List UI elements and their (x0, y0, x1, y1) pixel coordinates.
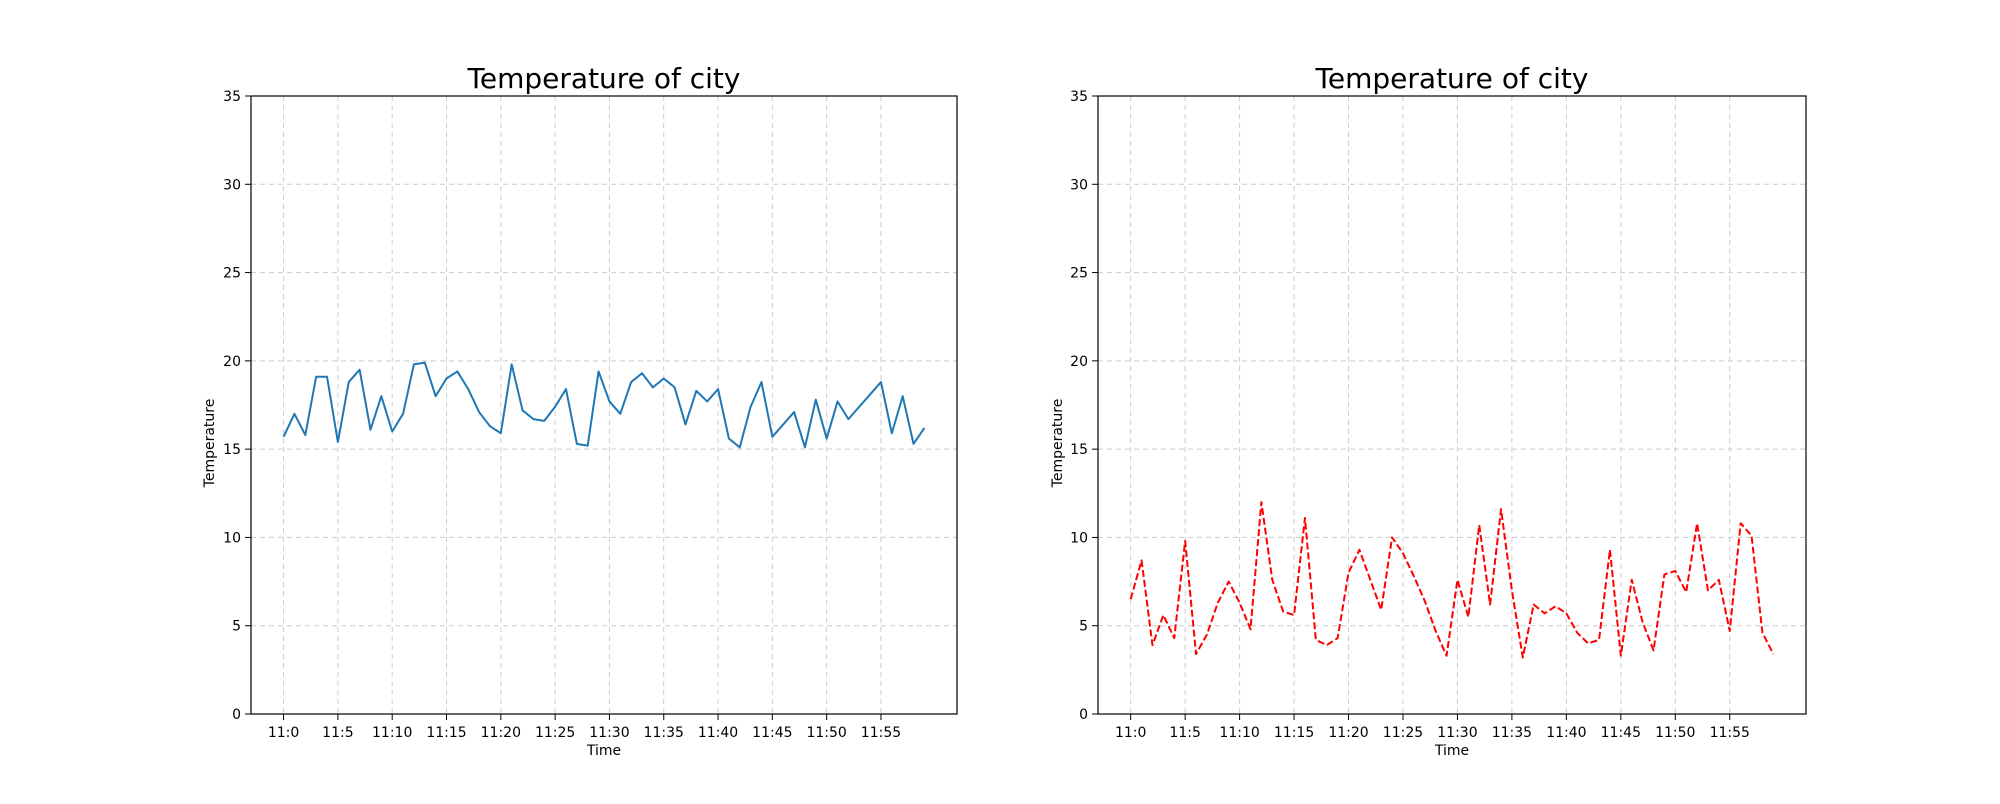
right-chart: Temperature of city Time Temperature 11:… (1050, 62, 1807, 759)
y-tick-label: 10 (223, 530, 241, 546)
x-tick-label: 11:40 (1546, 725, 1586, 741)
x-tick-label: 11:40 (698, 725, 738, 741)
y-tick-label: 15 (1070, 442, 1088, 458)
y-tick-label: 30 (223, 177, 241, 193)
chart-title: Temperature of city (1315, 62, 1589, 95)
y-tick-label: 0 (232, 707, 241, 723)
y-tick-label: 5 (232, 619, 241, 635)
x-tick-label: 11:50 (806, 725, 846, 741)
x-axis-label: Time (1434, 743, 1469, 759)
y-tick-label: 35 (223, 89, 241, 105)
y-tick-label: 5 (1079, 619, 1088, 635)
x-tick-label: 11:10 (1219, 725, 1259, 741)
y-tick-label: 35 (1070, 89, 1088, 105)
x-tick-label: 11:45 (1601, 725, 1641, 741)
x-tick-label: 11:15 (426, 725, 466, 741)
y-tick-label: 25 (223, 266, 241, 282)
x-tick-label: 11:0 (268, 725, 299, 741)
x-tick-label: 11:25 (1383, 725, 1423, 741)
x-tick-label: 11:30 (589, 725, 629, 741)
x-tick-label: 11:45 (752, 725, 792, 741)
x-tick-label: 11:55 (861, 725, 901, 741)
x-tick-label: 11:20 (481, 725, 521, 741)
y-tick-label: 30 (1070, 177, 1088, 193)
y-tick-label: 15 (223, 442, 241, 458)
plot-frame (1097, 95, 1807, 715)
grid (251, 95, 957, 715)
x-tick-label: 11:35 (644, 725, 684, 741)
y-tick-label: 0 (1079, 707, 1088, 723)
y-tick-label: 10 (1070, 530, 1088, 546)
x-tick-label: 11:5 (1169, 725, 1200, 741)
series-line (1129, 501, 1775, 659)
x-tick-label: 11:0 (1115, 725, 1146, 741)
y-tick-label: 25 (1070, 266, 1088, 282)
x-tick-label: 11:10 (372, 725, 412, 741)
x-tick-label: 11:30 (1437, 725, 1477, 741)
y-tick-label: 20 (223, 354, 241, 370)
y-axis-label: Temperature (202, 399, 218, 489)
y-tick-label: 20 (1070, 354, 1088, 370)
left-chart: Temperature of city Time Temperature 11:… (202, 62, 958, 759)
plot-frame (250, 95, 958, 715)
chart-title: Temperature of city (467, 62, 741, 95)
x-axis-label: Time (586, 743, 621, 759)
x-tick-label: 11:55 (1710, 725, 1750, 741)
y-axis-label: Temperature (1050, 399, 1066, 489)
series-line (282, 361, 926, 449)
x-tick-label: 11:35 (1492, 725, 1532, 741)
x-tick-label: 11:25 (535, 725, 575, 741)
x-tick-label: 11:20 (1328, 725, 1368, 741)
x-tick-label: 11:5 (322, 725, 353, 741)
x-tick-label: 11:15 (1274, 725, 1314, 741)
x-tick-label: 11:50 (1655, 725, 1695, 741)
